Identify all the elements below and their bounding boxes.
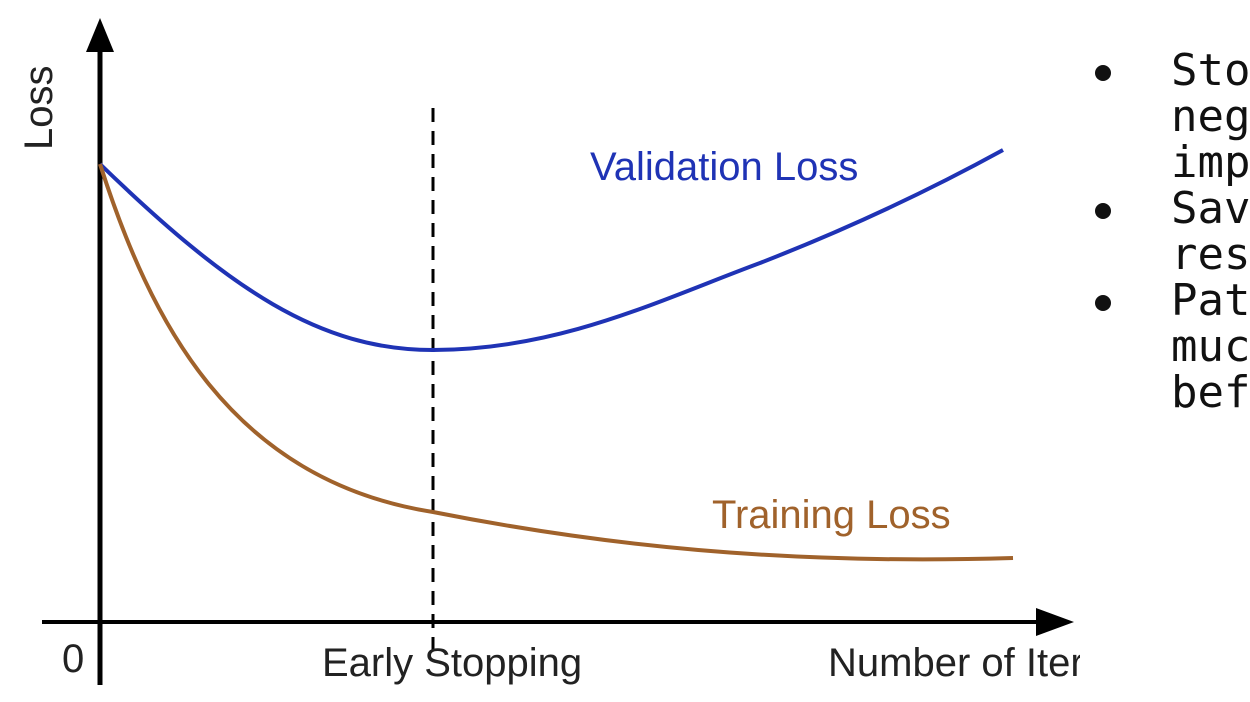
validation-loss-label: Validation Loss: [590, 145, 858, 189]
validation-loss-curve: [98, 148, 1004, 353]
bullet-line: Pat: [1171, 275, 1250, 326]
y-axis-label: Loss: [17, 66, 61, 151]
bullet-item: Pat muc bef: [1085, 278, 1250, 416]
origin-label: 0: [62, 637, 84, 681]
bullet-line: bef: [1171, 367, 1250, 418]
training-loss-curve: [98, 163, 1014, 562]
bullet-line: muc: [1171, 321, 1250, 372]
early-stopping-diagram: Loss Validation Loss Training Loss 0 Ear…: [17, 18, 1080, 685]
bullet-dot-icon: [1095, 295, 1111, 311]
x-axis-arrowhead: [1036, 608, 1074, 636]
bullet-line: imp: [1171, 137, 1250, 188]
y-axis-arrowhead: [86, 18, 114, 52]
early-stopping-label: Early Stopping: [322, 641, 582, 685]
training-loss-label: Training Loss: [712, 493, 951, 537]
bullet-dot-icon: [1095, 65, 1111, 81]
bullet-line: Sav: [1171, 183, 1250, 234]
bullet-dot-icon: [1095, 203, 1111, 219]
bullet-item: Sav res: [1085, 186, 1250, 278]
bullet-line: neg: [1171, 91, 1250, 142]
bullet-list: Sto neg imp Sav res Pat muc bef: [1085, 48, 1250, 416]
x-axis-label: Number of Iterations: [828, 641, 1080, 685]
bullet-item: Sto neg imp: [1085, 48, 1250, 186]
bullet-line: Sto: [1171, 45, 1250, 96]
bullet-line: res: [1171, 229, 1250, 280]
